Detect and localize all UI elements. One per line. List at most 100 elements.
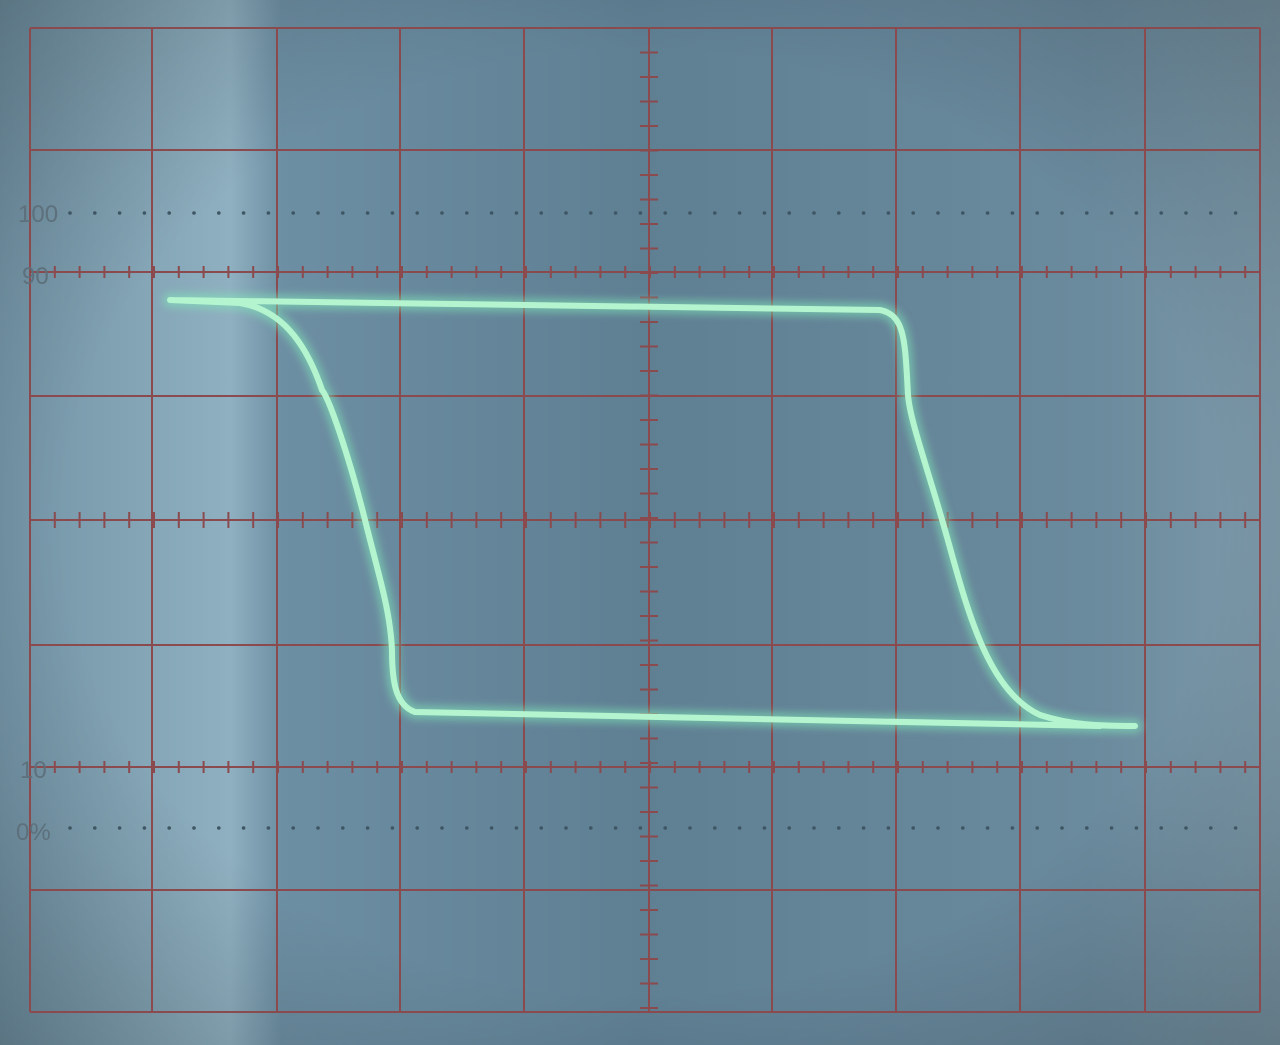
level-dot xyxy=(837,826,841,830)
level-dot xyxy=(887,826,891,830)
level-dot xyxy=(688,211,692,215)
level-dot xyxy=(738,826,742,830)
level-dot xyxy=(1209,826,1213,830)
level-dot xyxy=(93,826,97,830)
level-dot xyxy=(1035,826,1039,830)
level-dot xyxy=(291,211,295,215)
level-dot xyxy=(614,826,618,830)
level-dot xyxy=(143,826,147,830)
level-dot xyxy=(316,211,320,215)
level-dot xyxy=(515,826,519,830)
level-dot xyxy=(812,826,816,830)
level-dot xyxy=(192,826,196,830)
level-dot xyxy=(911,211,915,215)
level-dot xyxy=(242,826,246,830)
level-dot xyxy=(639,826,643,830)
level-dot xyxy=(936,826,940,830)
level-dot xyxy=(986,826,990,830)
level-dot xyxy=(1060,826,1064,830)
level-dot xyxy=(663,211,667,215)
level-dot xyxy=(1184,826,1188,830)
level-dot xyxy=(242,211,246,215)
label-10: 10 xyxy=(20,757,47,784)
level-dot xyxy=(1011,211,1015,215)
level-dot xyxy=(862,826,866,830)
level-dot xyxy=(589,211,593,215)
level-dot xyxy=(1209,211,1213,215)
level-dot xyxy=(986,211,990,215)
label-0-percent: 0% xyxy=(16,819,51,846)
level-dot xyxy=(465,826,469,830)
level-dot xyxy=(688,826,692,830)
level-dot xyxy=(68,826,72,830)
level-dot xyxy=(1085,826,1089,830)
level-dot xyxy=(1135,211,1139,215)
level-dot xyxy=(763,826,767,830)
level-dot xyxy=(539,211,543,215)
level-dot xyxy=(1135,826,1139,830)
level-dot xyxy=(1011,826,1015,830)
level-dot xyxy=(366,826,370,830)
level-dot xyxy=(465,211,469,215)
level-dot xyxy=(1159,826,1163,830)
level-dot xyxy=(862,211,866,215)
level-dot xyxy=(490,211,494,215)
level-dot xyxy=(143,211,147,215)
level-dot xyxy=(713,826,717,830)
level-dot xyxy=(564,211,568,215)
level-dot xyxy=(738,211,742,215)
level-dot xyxy=(812,211,816,215)
level-dot xyxy=(490,826,494,830)
level-dot xyxy=(118,211,122,215)
level-dot xyxy=(1184,211,1188,215)
level-dot xyxy=(1110,211,1114,215)
level-dot xyxy=(837,211,841,215)
level-dot xyxy=(961,211,965,215)
level-dot xyxy=(1234,211,1238,215)
level-dot xyxy=(440,211,444,215)
level-dot xyxy=(1110,826,1114,830)
level-dot xyxy=(787,826,791,830)
level-dot xyxy=(515,211,519,215)
level-dot xyxy=(1234,826,1238,830)
level-dot xyxy=(267,826,271,830)
level-dot xyxy=(291,826,295,830)
level-dot xyxy=(415,826,419,830)
level-dot xyxy=(663,826,667,830)
level-dot xyxy=(763,211,767,215)
level-dot xyxy=(1085,211,1089,215)
level-dot xyxy=(440,826,444,830)
label-90: 90 xyxy=(22,263,49,290)
level-dot xyxy=(787,211,791,215)
level-dot xyxy=(1159,211,1163,215)
level-dot xyxy=(936,211,940,215)
level-dot xyxy=(217,211,221,215)
level-dot xyxy=(341,211,345,215)
level-dot xyxy=(167,211,171,215)
level-dot xyxy=(713,211,717,215)
level-dot xyxy=(589,826,593,830)
label-100: 100 xyxy=(18,201,58,228)
level-dot xyxy=(539,826,543,830)
level-dot xyxy=(316,826,320,830)
level-dot xyxy=(391,211,395,215)
level-dot xyxy=(1035,211,1039,215)
level-dot xyxy=(961,826,965,830)
level-dot xyxy=(614,211,618,215)
level-dot xyxy=(68,211,72,215)
level-dot xyxy=(1060,211,1064,215)
level-dot xyxy=(911,826,915,830)
level-dot xyxy=(887,211,891,215)
level-dot xyxy=(639,211,643,215)
level-dot xyxy=(192,211,196,215)
level-dot xyxy=(93,211,97,215)
level-dot xyxy=(366,211,370,215)
level-dot xyxy=(267,211,271,215)
level-dot xyxy=(391,826,395,830)
level-dot xyxy=(167,826,171,830)
level-dot xyxy=(415,211,419,215)
level-dot xyxy=(217,826,221,830)
level-dot xyxy=(341,826,345,830)
